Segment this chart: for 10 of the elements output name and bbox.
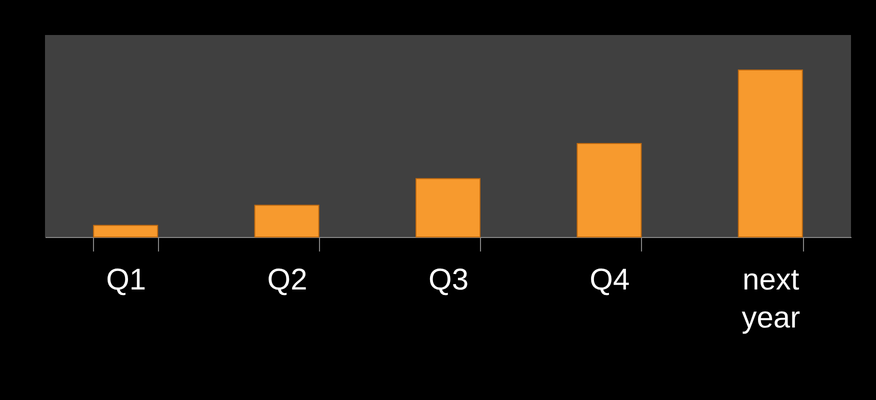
- x-tick-label: next year: [742, 264, 800, 334]
- bar: [576, 143, 642, 238]
- bar: [738, 70, 803, 238]
- x-tick-label: Q1: [106, 264, 146, 296]
- bar: [254, 204, 320, 238]
- bar: [416, 178, 480, 238]
- x-tick-label: Q2: [267, 264, 308, 296]
- x-tick-label: Q3: [428, 264, 469, 296]
- bar: [93, 224, 158, 238]
- x-tick-label: Q4: [590, 264, 630, 296]
